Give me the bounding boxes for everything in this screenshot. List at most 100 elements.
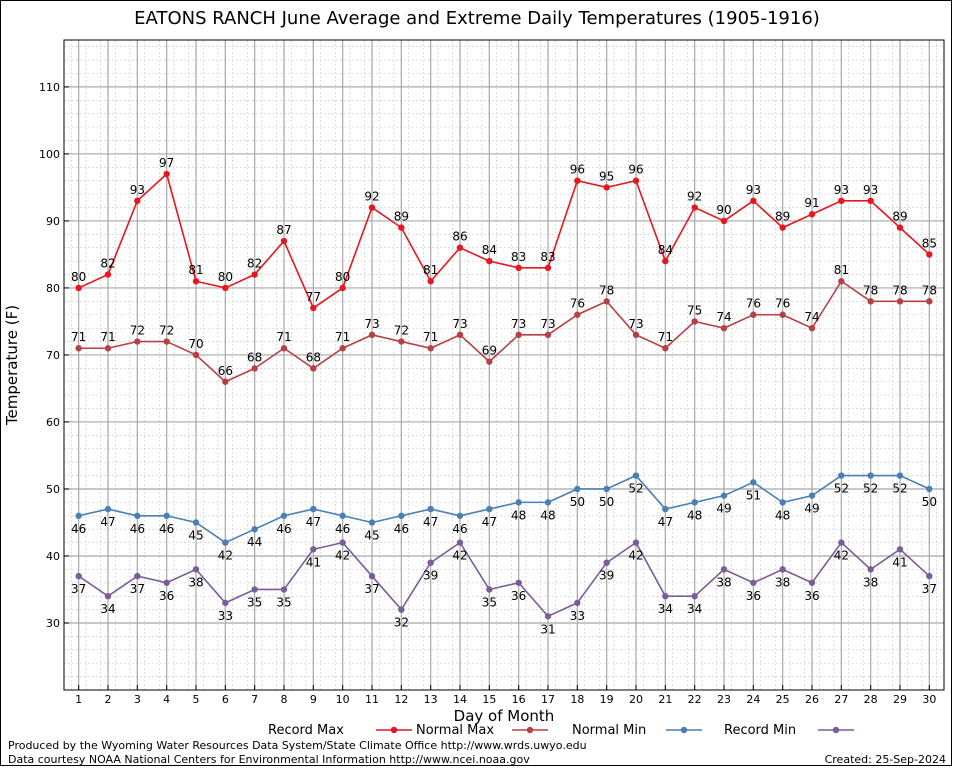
- data-point: [280, 345, 288, 352]
- x-tick-label: 23: [717, 693, 731, 706]
- x-tick-label: 27: [834, 693, 848, 706]
- x-tick-label: 15: [482, 693, 496, 706]
- data-label: 93: [746, 183, 761, 197]
- y-tick-label: 90: [46, 215, 60, 228]
- data-point: [691, 318, 698, 325]
- data-label: 76: [570, 297, 585, 311]
- data-label: 81: [834, 263, 849, 277]
- data-point: [838, 472, 845, 479]
- data-point: [251, 365, 258, 372]
- created-date: Created: 25-Sep-2024: [824, 753, 946, 766]
- data-label: 75: [687, 303, 702, 317]
- data-point: [251, 586, 258, 593]
- data-point: [427, 345, 434, 352]
- data-point: [456, 539, 464, 546]
- data-point: [368, 204, 376, 211]
- x-tick-label: 17: [541, 693, 555, 706]
- data-label: 52: [628, 482, 643, 496]
- data-label: 48: [775, 508, 790, 522]
- series-line: [78, 474, 930, 544]
- legend-item: Record Min: [724, 723, 854, 738]
- legend-label: Record Min: [724, 723, 796, 738]
- data-point: [662, 345, 669, 352]
- data-point: [603, 298, 610, 305]
- legend-label: Normal Min: [572, 723, 646, 738]
- data-point: [486, 358, 493, 365]
- data-label: 69: [482, 344, 497, 358]
- data-label: 89: [892, 210, 907, 224]
- credit-line-1: Produced by the Wyoming Water Resources …: [8, 739, 587, 752]
- data-label: 73: [511, 317, 526, 331]
- x-tick-label: 7: [251, 693, 258, 706]
- data-point: [632, 472, 640, 479]
- data-label: 34: [658, 602, 673, 616]
- chart-title: EATONS RANCH June Average and Extreme Da…: [134, 8, 820, 29]
- legend-swatch-marker: [832, 726, 840, 734]
- data-label: 84: [658, 243, 673, 257]
- data-label: 92: [687, 190, 702, 204]
- x-tick-label: 26: [805, 693, 819, 706]
- data-point: [398, 512, 405, 519]
- data-label: 83: [540, 250, 555, 264]
- data-label: 42: [218, 549, 233, 563]
- data-label: 42: [452, 549, 467, 563]
- data-point: [398, 606, 405, 613]
- data-label: 85: [922, 236, 937, 250]
- data-point: [104, 345, 112, 352]
- data-point: [75, 284, 82, 292]
- data-label: 31: [540, 622, 555, 636]
- data-point: [192, 566, 200, 573]
- data-label: 84: [482, 243, 497, 257]
- data-point: [838, 539, 845, 546]
- data-point: [662, 592, 669, 600]
- data-point: [603, 559, 610, 566]
- data-point: [720, 492, 728, 499]
- data-label: 93: [863, 183, 878, 197]
- data-label: 50: [570, 495, 585, 509]
- data-point: [368, 331, 376, 339]
- data-point: [779, 311, 786, 318]
- data-point: [632, 331, 640, 339]
- data-label: 95: [599, 169, 614, 183]
- data-point: [779, 499, 786, 506]
- data-point: [574, 177, 581, 184]
- data-label: 52: [834, 482, 849, 496]
- data-point: [427, 505, 434, 513]
- data-point: [750, 579, 757, 586]
- data-label: 46: [71, 522, 86, 536]
- y-axis-label: Temperature (F): [3, 305, 21, 426]
- data-point: [104, 271, 112, 278]
- data-point: [339, 284, 346, 292]
- data-label: 46: [276, 522, 291, 536]
- data-label: 81: [188, 263, 203, 277]
- data-point: [222, 599, 229, 607]
- x-tick-label: 5: [193, 693, 200, 706]
- data-point: [662, 257, 669, 265]
- data-point: [720, 324, 728, 332]
- data-label: 39: [599, 569, 614, 583]
- data-point: [310, 505, 317, 513]
- legend-item: Normal Min: [572, 723, 702, 738]
- data-point: [163, 579, 170, 586]
- data-point: [456, 244, 464, 251]
- data-point: [720, 566, 728, 573]
- x-axis-label: Day of Month: [454, 707, 555, 725]
- data-point: [192, 351, 200, 359]
- data-point: [486, 505, 493, 513]
- data-label: 47: [306, 515, 321, 529]
- y-tick-label: 50: [46, 483, 60, 496]
- data-point: [691, 499, 698, 506]
- series-line: [78, 172, 930, 310]
- data-label: 93: [834, 183, 849, 197]
- data-point: [222, 378, 229, 385]
- data-label: 72: [159, 324, 174, 338]
- data-label: 86: [452, 230, 467, 244]
- x-tick-label: 16: [512, 693, 526, 706]
- data-point: [896, 298, 904, 305]
- data-point: [896, 546, 904, 553]
- data-point: [368, 572, 376, 580]
- data-label: 72: [394, 324, 409, 338]
- data-point: [192, 519, 200, 526]
- data-point: [779, 224, 786, 231]
